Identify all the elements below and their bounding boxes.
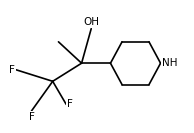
Text: OH: OH: [83, 17, 99, 27]
Text: F: F: [9, 65, 15, 75]
Text: F: F: [29, 112, 35, 122]
Text: F: F: [67, 99, 73, 109]
Text: NH: NH: [162, 58, 178, 68]
